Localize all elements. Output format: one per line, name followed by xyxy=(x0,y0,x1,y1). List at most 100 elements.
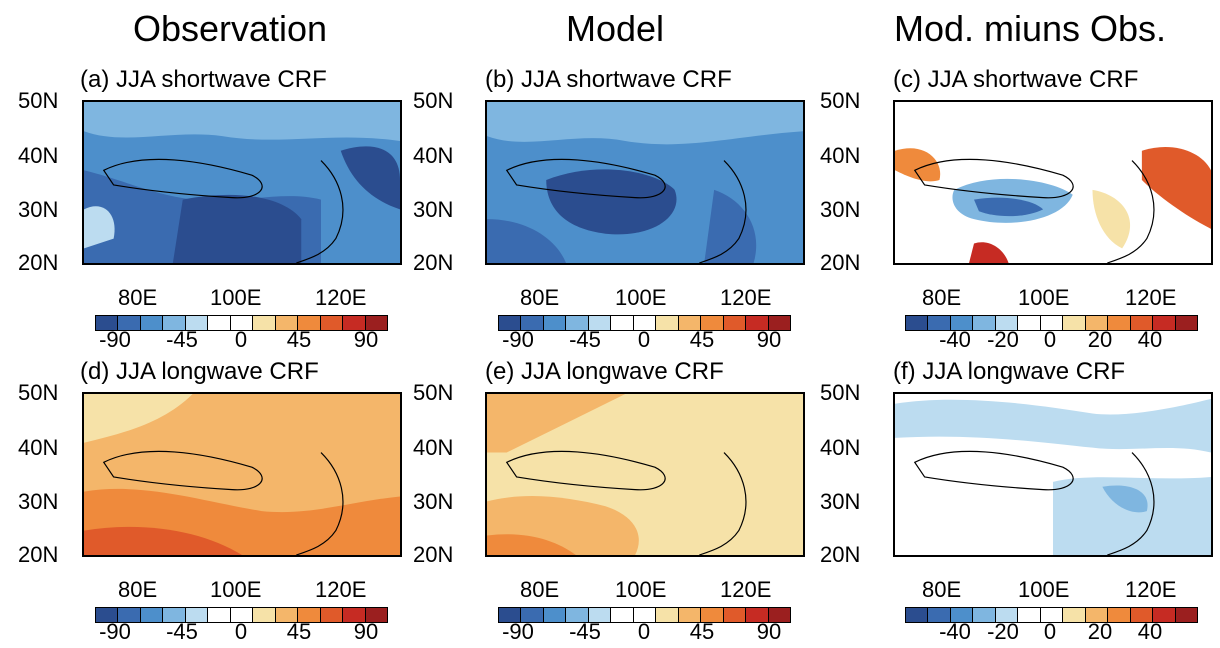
lat-label: 20N xyxy=(820,250,861,275)
panel-title-b: (b) JJA shortwave CRF xyxy=(485,66,732,93)
colorbar-swatch xyxy=(1175,608,1198,622)
colorbar-swatch xyxy=(320,316,344,330)
colorbar-tick-label: 45 xyxy=(689,327,715,352)
lat-label: 40N xyxy=(18,143,59,168)
lon-label: 120E xyxy=(1125,285,1177,310)
map-panel-a xyxy=(82,100,402,265)
panel-title-e: (e) JJA longwave CRF xyxy=(485,358,724,385)
lon-label: 120E xyxy=(315,577,367,602)
colorbar-tick-label: 90 xyxy=(756,327,782,352)
colorbar-swatch xyxy=(343,608,366,622)
colorbar-swatch xyxy=(343,316,366,330)
map-panel-b xyxy=(485,100,805,265)
colorbar-swatch xyxy=(543,316,567,330)
colorbar-tick-label: 45 xyxy=(286,327,312,352)
colorbar-swatch xyxy=(275,608,299,622)
colorbar-swatch xyxy=(950,316,974,330)
colorbar-swatch xyxy=(611,316,634,330)
colorbar-swatch xyxy=(1153,316,1176,330)
colorbar-swatch xyxy=(499,316,522,330)
lat-label: 40N xyxy=(820,435,861,460)
colorbar-swatch xyxy=(140,608,164,622)
colorbar-swatch xyxy=(566,608,589,622)
colorbar-swatch xyxy=(633,608,657,622)
colorbar-swatch xyxy=(746,608,769,622)
lon-label: 100E xyxy=(1018,285,1070,310)
lat-label: 20N xyxy=(820,542,861,567)
colorbar-swatch xyxy=(543,608,567,622)
colorbar-tick-label: 90 xyxy=(353,327,379,352)
colorbar xyxy=(905,315,1198,331)
colorbar-swatch xyxy=(995,608,1019,622)
colorbar-swatch xyxy=(1108,608,1131,622)
colorbar-tick-label: -45 xyxy=(569,619,601,644)
colorbar-swatch xyxy=(1130,316,1154,330)
colorbar-tick-label: -90 xyxy=(99,619,131,644)
colorbar-swatch xyxy=(678,316,702,330)
panel-title-f: (f) JJA longwave CRF xyxy=(893,358,1126,385)
lat-label: 20N xyxy=(18,542,59,567)
colorbar-tick-label: 0 xyxy=(1043,327,1057,352)
lon-label: 120E xyxy=(720,285,772,310)
colorbar-swatch xyxy=(118,608,141,622)
colorbar-tick-label: -45 xyxy=(166,619,198,644)
lat-label: 30N xyxy=(413,197,454,222)
lat-label: 30N xyxy=(413,489,454,514)
colorbar-swatch xyxy=(768,316,791,330)
colorbar-swatch xyxy=(701,608,724,622)
lon-label: 80E xyxy=(118,285,158,310)
colorbar-tick-label: -20 xyxy=(987,327,1019,352)
lat-label: 30N xyxy=(820,197,861,222)
lat-label: 20N xyxy=(18,250,59,275)
colorbar-swatch xyxy=(1018,608,1041,622)
lat-label: 40N xyxy=(413,143,454,168)
colorbar-swatch xyxy=(230,608,254,622)
colorbar-tick-label: -45 xyxy=(166,327,198,352)
colorbar-swatch xyxy=(96,316,119,330)
map-panel-f xyxy=(893,392,1213,557)
lat-label: 50N xyxy=(413,380,454,405)
lat-label: 20N xyxy=(413,250,454,275)
colorbar-tick-label: 0 xyxy=(637,327,651,352)
colorbar-swatch xyxy=(1018,316,1041,330)
colorbar-swatch xyxy=(973,316,996,330)
colorbar xyxy=(498,607,791,623)
colorbar-swatch xyxy=(566,316,589,330)
lat-label: 30N xyxy=(820,489,861,514)
panel-title-c: (c) JJA shortwave CRF xyxy=(893,66,1139,93)
lon-label: 120E xyxy=(720,577,772,602)
colorbar-swatch xyxy=(365,608,388,622)
panel-title-a: (a) JJA shortwave CRF xyxy=(80,66,327,93)
colorbar-tick-label: 0 xyxy=(234,327,248,352)
colorbar-swatch xyxy=(499,608,522,622)
lat-label: 20N xyxy=(413,542,454,567)
colorbar-swatch xyxy=(365,316,388,330)
colorbar-swatch xyxy=(320,608,344,622)
colorbar-tick-label: 40 xyxy=(1137,327,1163,352)
colorbar-swatch xyxy=(723,316,747,330)
colorbar-swatch xyxy=(1063,608,1086,622)
colorbar-swatch xyxy=(521,316,544,330)
lon-label: 100E xyxy=(210,285,262,310)
lat-label: 50N xyxy=(18,380,59,405)
colorbar-swatch xyxy=(995,316,1019,330)
colorbar-tick-label: -40 xyxy=(939,327,971,352)
lat-label: 50N xyxy=(820,380,861,405)
lat-label: 50N xyxy=(18,88,59,113)
colorbar-swatch xyxy=(185,608,209,622)
lon-label: 120E xyxy=(1125,577,1177,602)
colorbar-swatch xyxy=(163,316,186,330)
colorbar-swatch xyxy=(928,608,951,622)
colorbar-tick-label: 0 xyxy=(234,619,248,644)
column-title-model: Model xyxy=(565,8,665,49)
colorbar xyxy=(95,315,388,331)
colorbar-swatch xyxy=(973,608,996,622)
lat-label: 30N xyxy=(18,197,59,222)
colorbar-swatch xyxy=(723,608,747,622)
colorbar-swatch xyxy=(298,316,321,330)
colorbar-swatch xyxy=(1175,316,1198,330)
lat-label: 40N xyxy=(18,435,59,460)
panel-title-d: (d) JJA longwave CRF xyxy=(80,358,319,385)
colorbar-swatch xyxy=(588,316,612,330)
colorbar-tick-label: 0 xyxy=(1043,619,1057,644)
